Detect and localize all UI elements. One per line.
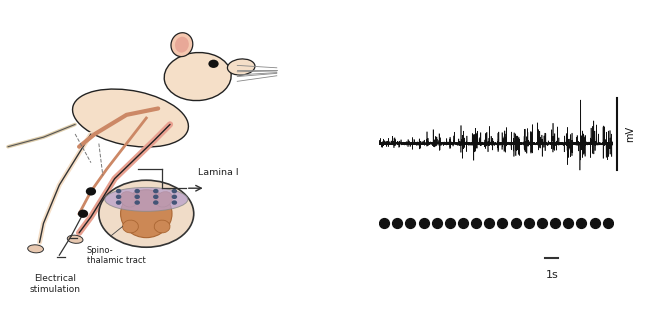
Point [523, 221, 534, 226]
Ellipse shape [121, 190, 172, 238]
Text: mV: mV [625, 126, 635, 142]
Circle shape [134, 200, 140, 205]
Ellipse shape [156, 192, 173, 207]
Text: 1s: 1s [546, 270, 558, 280]
Ellipse shape [175, 37, 189, 53]
Ellipse shape [171, 33, 193, 56]
Ellipse shape [28, 245, 43, 253]
Point [550, 221, 560, 226]
Circle shape [78, 210, 88, 218]
Circle shape [171, 200, 177, 205]
Point [576, 221, 587, 226]
Ellipse shape [72, 89, 188, 147]
Point [471, 221, 482, 226]
Point [458, 221, 469, 226]
Point [497, 221, 507, 226]
Point [418, 221, 429, 226]
Text: Spino-
thalamic tract: Spino- thalamic tract [87, 246, 146, 265]
Circle shape [134, 189, 140, 193]
Point [379, 221, 389, 226]
Point [405, 221, 416, 226]
Point [445, 221, 455, 226]
Ellipse shape [164, 53, 231, 100]
Circle shape [86, 187, 96, 196]
Circle shape [116, 195, 121, 199]
Circle shape [116, 189, 121, 193]
Circle shape [134, 195, 140, 199]
Point [589, 221, 600, 226]
Point [484, 221, 495, 226]
Text: Electrical
stimulation: Electrical stimulation [30, 274, 81, 294]
Ellipse shape [105, 188, 188, 211]
Circle shape [208, 60, 219, 68]
Ellipse shape [123, 220, 138, 233]
Circle shape [153, 195, 159, 199]
Circle shape [171, 195, 177, 199]
Point [392, 221, 403, 226]
Circle shape [153, 200, 159, 205]
Ellipse shape [99, 180, 194, 247]
Point [563, 221, 573, 226]
Text: Lamina I: Lamina I [198, 168, 239, 177]
Point [536, 221, 547, 226]
Ellipse shape [67, 235, 83, 243]
Point [510, 221, 521, 226]
Point [432, 221, 442, 226]
Ellipse shape [154, 220, 170, 233]
Point [602, 221, 613, 226]
Circle shape [171, 189, 177, 193]
Circle shape [153, 189, 159, 193]
Ellipse shape [120, 192, 137, 207]
Circle shape [116, 200, 121, 205]
Ellipse shape [227, 59, 255, 75]
